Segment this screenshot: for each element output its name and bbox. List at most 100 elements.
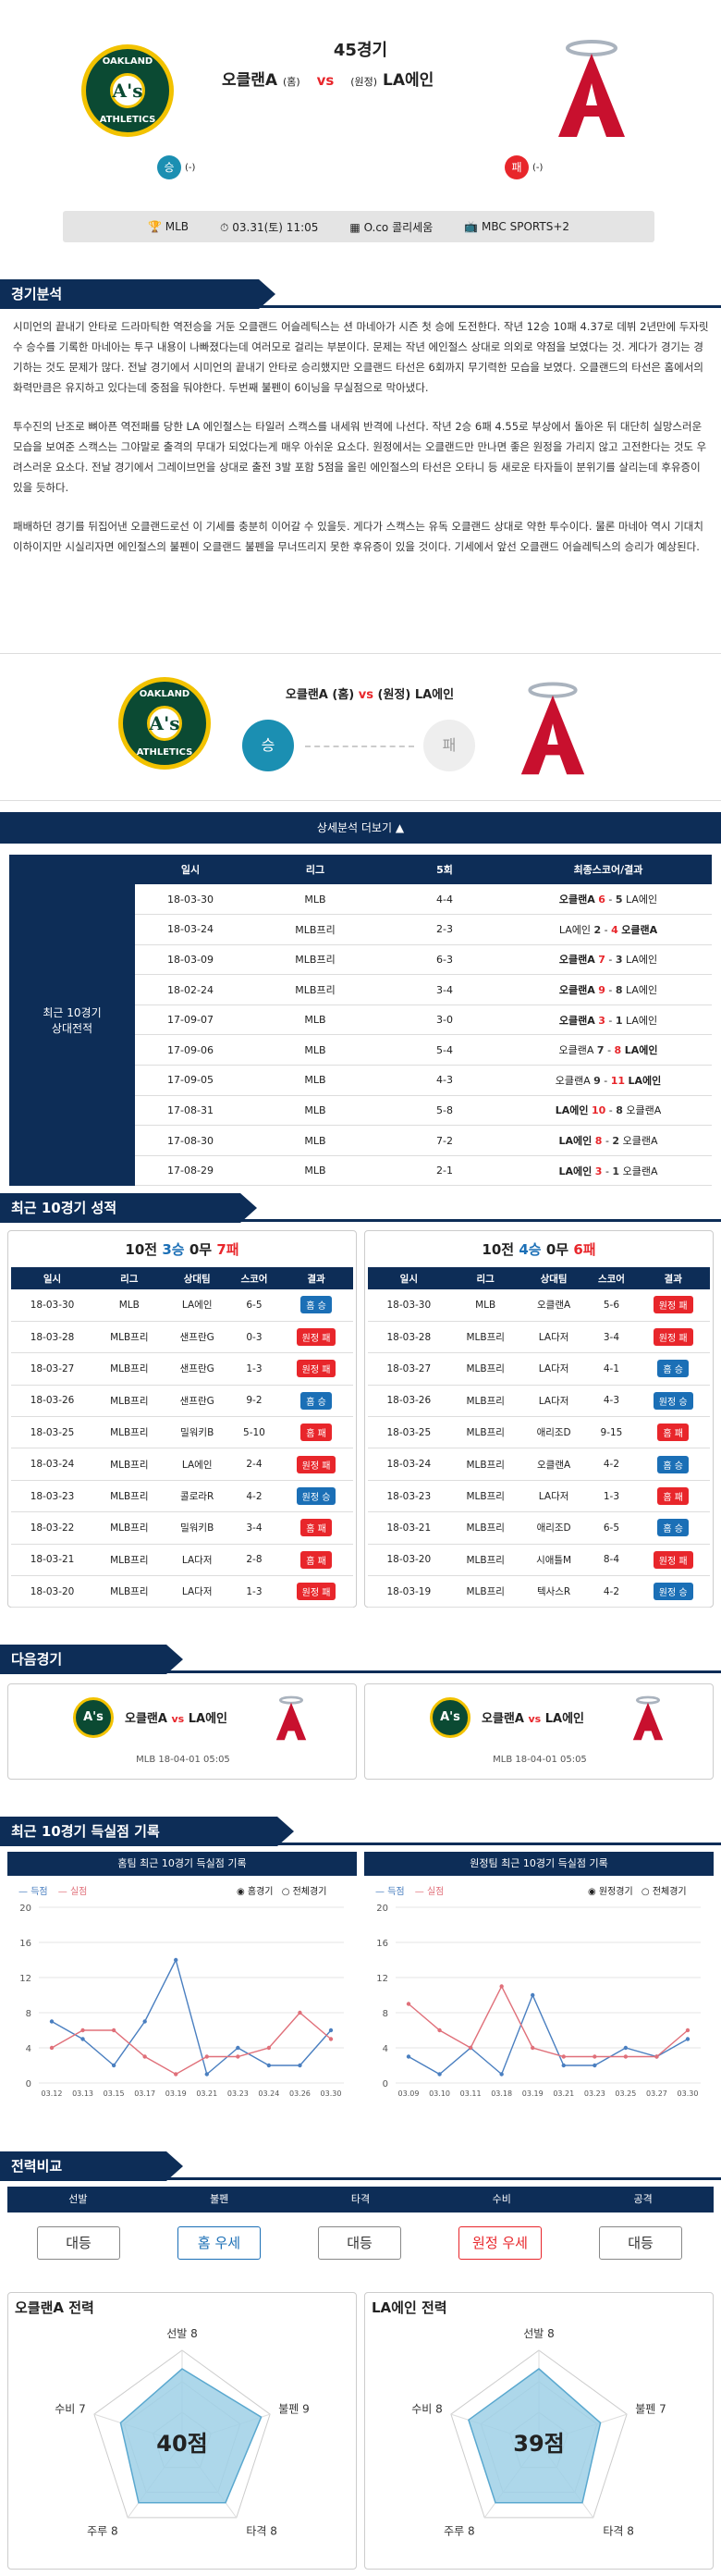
h2h-date: 18-03-30 bbox=[167, 893, 214, 906]
result-badge: 원정 승 bbox=[653, 1391, 693, 1410]
h2h-row: 17-09-06 MLB 5-4 오클랜A 7 - 8 LA에인 bbox=[135, 1035, 712, 1066]
h2h-date: 18-02-24 bbox=[167, 983, 214, 996]
compare-col-header: 불펜 bbox=[210, 2193, 229, 2205]
h2h-final-score: 오클랜A 9 - 8 LA에인 bbox=[558, 984, 658, 997]
recent-row: 18-03-20 MLB프리 시애틀M 8-4 원정 패 bbox=[368, 1544, 710, 1576]
recent-cell: 4-2 bbox=[603, 1459, 620, 1471]
detail-more-button[interactable]: 상세분석 더보기 ▲ bbox=[0, 812, 721, 844]
data-point bbox=[531, 1992, 535, 1998]
h2h-inning5: 4-3 bbox=[436, 1074, 453, 1087]
h2h-row: 17-08-29 MLB 2-1 LA에인 3 - 1 오클랜A bbox=[135, 1155, 712, 1186]
away-tag: (원정) bbox=[350, 76, 378, 88]
radar-grid bbox=[450, 2349, 628, 2519]
recent-cell: 1-3 bbox=[246, 1362, 263, 1374]
h2h-league: MLB프리 bbox=[295, 984, 336, 997]
scoring-left-radios: ◉ 홈경기 ○ 전체경기 bbox=[237, 1883, 326, 1897]
data-point bbox=[266, 2045, 272, 2051]
recent-cell: 3-4 bbox=[246, 1522, 263, 1534]
radar-right-panel bbox=[364, 2292, 714, 2570]
recent-cell: MLB bbox=[118, 1299, 140, 1311]
next-left-home-logo: A's bbox=[73, 1697, 114, 1738]
recent-right-table: 일시 리그 상대팀 스코어 결과 18-03-30 MLB 오클랜A 5-6 원정 패 18-03… bbox=[368, 1267, 710, 1608]
away-team-name: LA에인 bbox=[383, 71, 434, 90]
result-badge: 홈 패 bbox=[300, 1519, 332, 1537]
result-badge: 홈 승 bbox=[657, 1455, 689, 1473]
data-point bbox=[561, 2054, 566, 2059]
series-line-score bbox=[51, 1958, 332, 2076]
summary-card bbox=[0, 653, 721, 801]
recent-row: 18-03-24 MLB프리 LA에인 2-4 원정 패 bbox=[11, 1448, 353, 1481]
recent-row: 18-03-25 MLB프리 애리조D 9-15 홈 패 bbox=[368, 1417, 710, 1448]
h2h-side-label: 최근 10경기 상대전적 bbox=[9, 855, 135, 1186]
h2h-row: 18-03-30 MLB 4-4 오클랜A 6 - 5 LA에인 bbox=[135, 884, 712, 915]
data-point bbox=[204, 2054, 209, 2059]
next-left-card[interactable]: A's 오클랜A vs LA에인 MLB 18-04-01 05:05 bbox=[7, 1683, 357, 1780]
compare-value-bullpen: 홈 우세 bbox=[177, 2226, 261, 2260]
x-tick-label: 03.12 bbox=[42, 2089, 63, 2098]
h2h-header-row: 일시 리그 5회 최종스코어/결과 bbox=[135, 855, 712, 884]
compare-col-header: 타격 bbox=[350, 2193, 371, 2205]
h2h-row: 17-09-07 MLB 3-0 오클랜A 3 - 1 LA에인 bbox=[135, 1005, 712, 1035]
recent-cell: 18-03-21 bbox=[386, 1522, 432, 1534]
compare-col-header: 수비 bbox=[492, 2193, 511, 2205]
data-point bbox=[298, 2063, 302, 2068]
radar-chart-home: 선발 8 불펜 9 타격 8 주루 8 수비 7 40점 bbox=[55, 2327, 310, 2537]
h2h-league: MLB bbox=[304, 1014, 326, 1027]
h2h-date: 17-08-29 bbox=[167, 1165, 214, 1177]
radio-away-games[interactable]: ◉ 원정경기 bbox=[588, 1887, 633, 1897]
recent-right-header-row: 일시 리그 상대팀 스코어 결과 bbox=[368, 1267, 710, 1289]
scoring-right-radios: ◉ 원정경기 ○ 전체경기 bbox=[588, 1883, 687, 1897]
data-point bbox=[437, 2028, 442, 2033]
stadium-info: ▦ O.co 콜리세움 bbox=[349, 220, 434, 234]
recent-cell: 18-03-20 bbox=[386, 1554, 432, 1566]
recent-cell: LA다저 bbox=[538, 1491, 569, 1503]
h2h-row: 18-02-24 MLB프리 3-4 오클랜A 9 - 8 LA에인 bbox=[135, 975, 712, 1005]
recent-left-summary: 10전 3승 0무 7패 bbox=[125, 1241, 239, 1258]
recent-cell: 밀워키B bbox=[180, 1522, 214, 1535]
recent-cell: MLB프리 bbox=[110, 1332, 149, 1344]
data-point bbox=[266, 2063, 272, 2068]
h2h-final-score: LA에인 10 - 8 오클랜A bbox=[555, 1104, 662, 1117]
data-point bbox=[111, 2063, 116, 2068]
recent-cell: LA다저 bbox=[538, 1332, 569, 1344]
data-point bbox=[174, 2072, 178, 2077]
h2h-header: 5회 bbox=[436, 864, 453, 876]
analysis-header-line bbox=[0, 305, 721, 308]
summary-away-result: 패 bbox=[423, 720, 475, 771]
radio-all-games[interactable]: ○ 전체경기 bbox=[281, 1887, 327, 1897]
radar-label: 선발 8 bbox=[166, 2327, 198, 2340]
result-badge: 원정 패 bbox=[296, 1583, 336, 1601]
recent-cell: 시애틀M bbox=[536, 1554, 572, 1566]
x-tick-label: 03.23 bbox=[227, 2089, 249, 2098]
scoring-right-legend: — 득점 — 실점 bbox=[375, 1887, 445, 1897]
scoring-header: 최근 10경기 득실점 기록 bbox=[0, 1817, 294, 1846]
y-tick-label: 4 bbox=[383, 2044, 388, 2054]
radar-label: 주루 8 bbox=[87, 2524, 118, 2537]
summary-teams-line: 오클랜A (홈) vs (원정) LA에인 bbox=[285, 688, 455, 702]
x-tick-label: 03.23 bbox=[584, 2089, 605, 2098]
next-right-card[interactable]: A's 오클랜A vs LA에인 MLB 18-04-01 05:05 bbox=[364, 1683, 714, 1780]
trophy-icon: 🏆 bbox=[147, 220, 162, 233]
recent-cell: 18-03-19 bbox=[386, 1585, 432, 1597]
h2h-date: 17-09-05 bbox=[167, 1074, 214, 1087]
h2h-final-score: 오클랜A 6 - 5 LA에인 bbox=[558, 894, 658, 906]
data-point bbox=[80, 2037, 85, 2041]
recent-cell: 샌프란G bbox=[179, 1395, 214, 1407]
radio-home-games[interactable]: ◉ 홈경기 bbox=[237, 1887, 274, 1897]
y-tick-label: 4 bbox=[26, 2044, 31, 2054]
recent-cell: 2-4 bbox=[246, 1459, 263, 1471]
recent-cell: 18-03-21 bbox=[30, 1554, 75, 1566]
recent-cell: 18-03-27 bbox=[30, 1362, 75, 1374]
radio-all-games[interactable]: ○ 전체경기 bbox=[641, 1887, 687, 1897]
recent-cell: 6-5 bbox=[246, 1299, 263, 1311]
vs-label: vs bbox=[316, 72, 335, 89]
series-line-allow bbox=[51, 2012, 332, 2076]
recent-row: 18-03-19 MLB프리 텍사스R 4-2 원정 승 bbox=[368, 1576, 710, 1608]
stadium-icon: ▦ bbox=[349, 220, 360, 234]
h2h-inning5: 2-1 bbox=[436, 1165, 453, 1177]
recent-cell: MLB프리 bbox=[110, 1491, 149, 1503]
x-tick-label: 03.19 bbox=[522, 2089, 544, 2098]
recent-cell: LA다저 bbox=[538, 1395, 569, 1407]
logo-text-top: OAKLAND bbox=[102, 56, 153, 67]
analysis-paragraph-2: 투수진의 난조로 뼈아픈 역전패를 당한 LA 에인절스는 타일러 스캑스를 내… bbox=[13, 420, 707, 494]
